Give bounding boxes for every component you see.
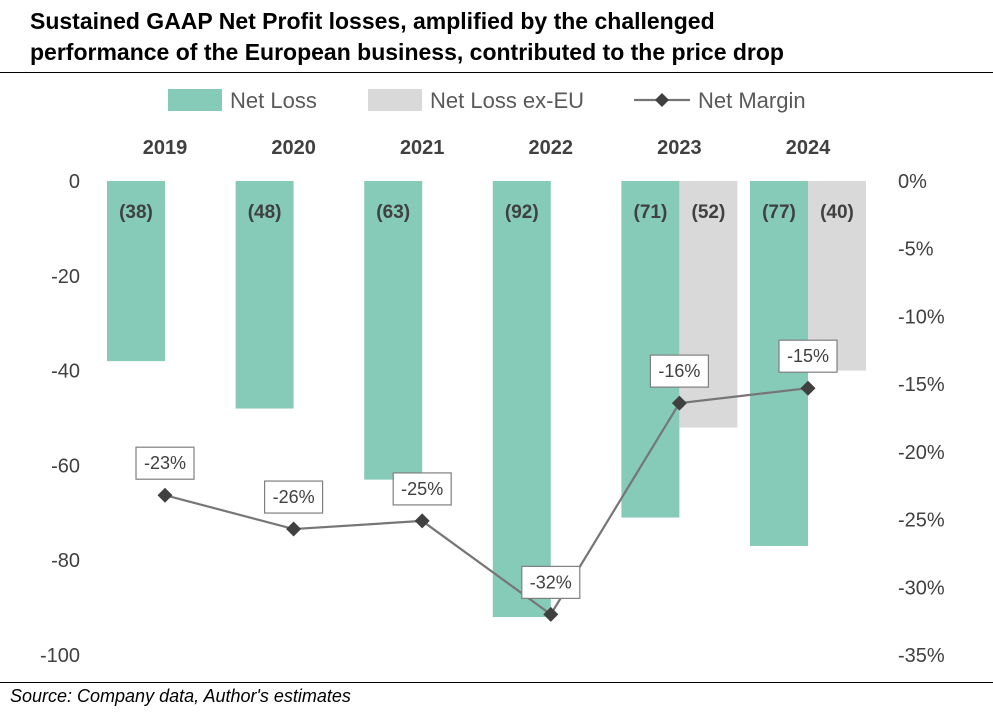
net-loss-bar [107, 181, 165, 362]
net-loss-label: (48) [248, 202, 282, 223]
right-axis-tick-label: 0% [898, 171, 927, 193]
right-axis-tick-label: -25% [898, 510, 945, 532]
net-loss-label: (63) [376, 202, 410, 223]
left-axis-tick-label: -80 [51, 550, 80, 572]
legend-label-net-loss-ex-eu: Net Loss ex-EU [430, 88, 584, 113]
left-axis-tick-label: -20 [51, 266, 80, 288]
legend-label-net-loss: Net Loss [230, 88, 317, 113]
category-label: 2024 [786, 137, 831, 159]
left-axis-tick-label: -100 [40, 645, 80, 667]
legend-label-net-margin: Net Margin [698, 88, 806, 113]
net-margin-marker [543, 606, 559, 622]
net-margin-label-box [649, 354, 710, 388]
chart-title: Sustained GAAP Net Profit losses, amplif… [30, 6, 980, 68]
net-loss-bar [621, 181, 680, 518]
source-note: Source: Company data, Author's estimates [10, 686, 351, 706]
category-label: 2020 [271, 137, 316, 159]
category-label: 2022 [529, 137, 574, 159]
net-margin-marker [800, 380, 816, 396]
bottom-rule [0, 682, 993, 683]
net-loss-bar [364, 181, 423, 480]
net-margin-label: -15% [787, 346, 829, 366]
net-margin-label: -16% [658, 361, 700, 381]
category-label: 2021 [400, 137, 445, 159]
net-loss-ex-eu-label: (52) [692, 202, 726, 223]
right-axis-tick-label: -35% [898, 645, 945, 667]
net-loss-label: (71) [634, 202, 668, 223]
legend-marker-net-margin [655, 93, 669, 107]
title-line-1: Sustained GAAP Net Profit losses, amplif… [30, 8, 715, 34]
category-label: 2023 [657, 137, 702, 159]
title-line-2: performance of the European business, co… [30, 39, 784, 65]
right-axis-tick-label: -5% [898, 239, 934, 261]
left-axis-tick-label: -40 [51, 361, 80, 383]
legend-swatch-net-loss-ex-eu [368, 89, 422, 111]
net-margin-marker [157, 487, 173, 503]
net-margin-label-box [135, 446, 195, 480]
net-margin-label: -32% [530, 572, 572, 592]
net-loss-label: (38) [119, 202, 153, 223]
right-axis-tick-label: -10% [898, 306, 945, 328]
net-margin-marker [286, 521, 302, 537]
category-label: 2019 [143, 137, 188, 159]
left-axis-tick-label: 0 [69, 171, 80, 193]
net-loss-label: (77) [762, 202, 796, 223]
right-axis-tick-label: -15% [898, 374, 945, 396]
net-margin-label: -26% [273, 487, 315, 507]
net-loss-label: (92) [505, 202, 539, 223]
net-loss-ex-eu-bar [808, 181, 866, 371]
net-loss-bar [235, 181, 294, 409]
right-axis-tick-label: -20% [898, 442, 945, 464]
right-axis-tick-label: -30% [898, 577, 945, 599]
net-loss-ex-eu-label: (40) [820, 202, 854, 223]
net-margin-label: -25% [401, 479, 443, 499]
net-margin-marker [671, 395, 687, 411]
net-margin-line [164, 387, 809, 616]
net-margin-label-box [778, 339, 838, 373]
legend-swatch-net-loss [168, 89, 222, 111]
left-axis-tick-label: -60 [51, 455, 80, 477]
net-margin-label-box [521, 565, 581, 599]
net-loss-bar [492, 181, 551, 618]
net-margin-label-box [392, 472, 452, 506]
net-margin-marker [414, 513, 430, 529]
net-margin-label: -23% [144, 453, 186, 473]
top-rule [0, 72, 993, 73]
net-margin-label-box [264, 480, 324, 514]
